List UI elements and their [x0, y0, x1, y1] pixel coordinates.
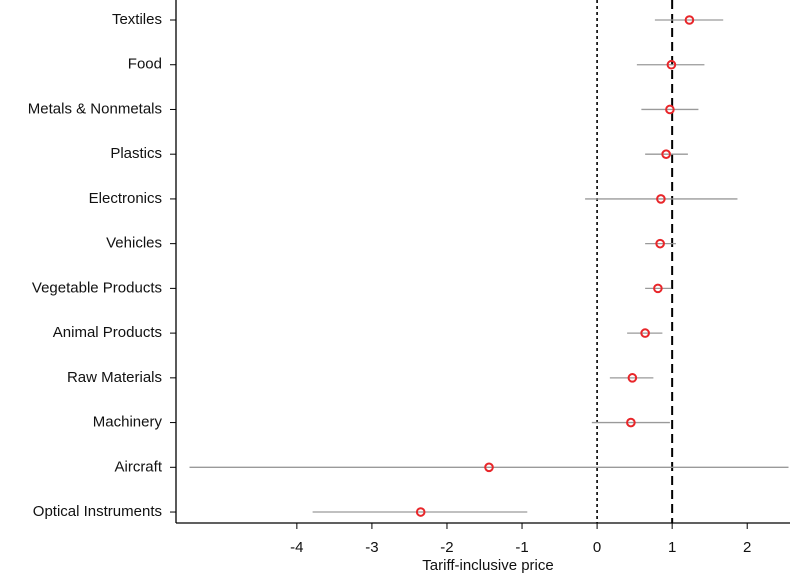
- point-estimate: [655, 238, 665, 249]
- y-tick-label: Vegetable Products: [32, 279, 162, 296]
- x-tick-label: 1: [668, 539, 676, 556]
- point-estimate: [640, 328, 650, 338]
- point-estimate: [684, 15, 695, 25]
- y-tick-label: Electronics: [89, 190, 162, 207]
- y-tick-label: Aircraft: [114, 458, 162, 475]
- point-estimate: [661, 149, 671, 159]
- point-estimate: [666, 59, 677, 70]
- x-tick-label: 2: [743, 539, 751, 556]
- point-estimate: [484, 462, 494, 473]
- y-tick-label: Food: [128, 56, 162, 73]
- x-tick-label: -2: [440, 539, 453, 556]
- x-tick-label: -1: [515, 539, 528, 556]
- y-tick-label: Textiles: [112, 11, 162, 28]
- x-tick-label: -4: [290, 539, 303, 556]
- y-tick-label: Vehicles: [106, 235, 162, 252]
- point-estimate: [627, 373, 638, 383]
- y-tick-label: Metals & Nonmetals: [28, 100, 162, 117]
- x-tick-label: -3: [365, 539, 378, 556]
- point-estimate: [415, 507, 426, 517]
- point-estimate: [653, 283, 663, 294]
- y-tick-label: Raw Materials: [67, 369, 162, 386]
- y-tick-label: Optical Instruments: [33, 503, 162, 520]
- x-axis-label: Tariff-inclusive price: [422, 557, 553, 574]
- point-estimate: [626, 417, 636, 428]
- y-tick-label: Plastics: [110, 145, 162, 162]
- point-estimate: [656, 194, 666, 204]
- point-estimate: [665, 104, 675, 115]
- x-tick-label: 0: [593, 539, 601, 556]
- y-tick-label: Machinery: [93, 414, 163, 431]
- y-tick-label: Animal Products: [53, 324, 162, 341]
